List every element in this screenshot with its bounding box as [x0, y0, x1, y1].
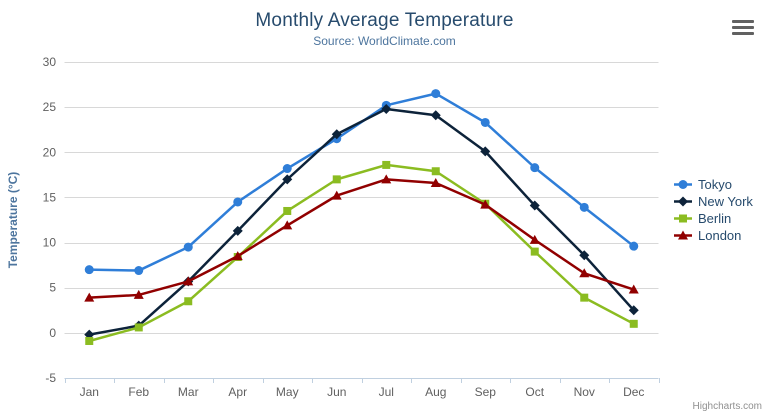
legend-marker — [678, 230, 688, 240]
data-point-new-york[interactable] — [480, 146, 491, 157]
x-axis-label: Sep — [475, 385, 497, 399]
legend-label: London — [698, 228, 742, 243]
diamond-legend-icon — [674, 196, 692, 207]
hamburger-icon — [732, 32, 754, 35]
y-axis-label: 20 — [43, 145, 57, 159]
data-point-london[interactable] — [331, 190, 342, 200]
data-point-new-york[interactable] — [628, 305, 639, 316]
legend-item-london[interactable]: London — [673, 227, 753, 244]
data-point-berlin[interactable] — [629, 319, 638, 328]
data-point-london[interactable] — [529, 234, 540, 244]
data-point-new-york[interactable] — [430, 110, 441, 121]
data-point-berlin[interactable] — [580, 293, 589, 302]
series-line-london[interactable] — [88, 178, 635, 299]
legend-item-berlin[interactable]: Berlin — [673, 210, 753, 227]
data-point-london[interactable] — [282, 220, 293, 230]
y-axis-label: 30 — [43, 55, 57, 69]
legend-label: Tokyo — [698, 177, 732, 192]
data-point-berlin[interactable] — [134, 323, 143, 332]
data-point-london[interactable] — [480, 199, 491, 209]
data-point-tokyo[interactable] — [233, 197, 243, 207]
data-point-berlin[interactable] — [530, 247, 539, 256]
circle-legend-icon — [674, 180, 692, 189]
series-line-tokyo[interactable] — [88, 92, 635, 272]
x-axis-label: Jun — [327, 385, 346, 399]
data-point-london[interactable] — [133, 289, 144, 299]
data-point-london[interactable] — [430, 177, 441, 187]
x-axis-label: Oct — [525, 385, 544, 399]
legend-marker — [679, 214, 687, 223]
data-point-new-york[interactable] — [232, 225, 243, 236]
legend-label: New York — [698, 194, 753, 209]
legend-item-tokyo[interactable]: Tokyo — [673, 176, 753, 193]
data-point-new-york[interactable] — [331, 129, 342, 140]
data-point-tokyo[interactable] — [579, 202, 589, 212]
data-point-tokyo[interactable] — [134, 266, 144, 276]
legend: Tokyo New York Berlin London — [673, 176, 753, 244]
x-axis-label: May — [276, 385, 299, 399]
data-point-tokyo[interactable] — [480, 117, 490, 127]
x-axis-label: Apr — [228, 385, 247, 399]
x-axis-label: Mar — [178, 385, 199, 399]
data-point-tokyo[interactable] — [431, 89, 441, 99]
x-axis-label: Jan — [80, 385, 99, 399]
legend-item-new-york[interactable]: New York — [673, 193, 753, 210]
hamburger-icon — [732, 26, 754, 29]
y-axis-label: 5 — [49, 281, 56, 295]
y-axis-label: 10 — [43, 236, 57, 250]
x-axis-label: Nov — [574, 385, 595, 399]
y-axis-label: 15 — [43, 190, 57, 204]
x-axis-label: Dec — [623, 385, 644, 399]
data-point-london[interactable] — [232, 251, 243, 261]
data-point-berlin[interactable] — [283, 206, 292, 215]
data-point-tokyo[interactable] — [282, 164, 292, 174]
data-point-london[interactable] — [381, 174, 392, 184]
x-axis-label: Aug — [425, 385, 446, 399]
x-axis-label: Feb — [128, 385, 149, 399]
legend-marker — [678, 180, 688, 189]
series-line-new-york[interactable] — [88, 107, 635, 336]
credits-link[interactable]: Highcharts.com — [692, 401, 762, 412]
y-axis-label: 0 — [49, 326, 56, 340]
data-point-tokyo[interactable] — [530, 163, 540, 173]
data-point-berlin[interactable] — [85, 336, 94, 345]
y-axis-label: -5 — [45, 371, 56, 385]
data-point-tokyo[interactable] — [183, 242, 193, 252]
data-point-new-york[interactable] — [381, 103, 392, 114]
data-point-london[interactable] — [84, 292, 95, 302]
data-point-tokyo[interactable] — [84, 265, 94, 275]
data-point-london[interactable] — [628, 284, 639, 294]
data-point-berlin[interactable] — [431, 167, 440, 176]
data-point-new-york[interactable] — [529, 200, 540, 211]
y-axis-label: 25 — [43, 100, 57, 114]
data-point-london[interactable] — [579, 268, 590, 278]
data-point-berlin[interactable] — [332, 175, 341, 184]
triangle-legend-icon — [674, 230, 692, 240]
legend-marker — [678, 196, 688, 207]
data-point-tokyo[interactable] — [629, 241, 639, 251]
square-legend-icon — [674, 214, 692, 223]
data-point-berlin[interactable] — [382, 160, 391, 169]
data-point-new-york[interactable] — [579, 250, 590, 261]
x-axis-label: Jul — [379, 385, 394, 399]
chart-subtitle: Source: WorldClimate.com — [313, 34, 456, 48]
data-point-london[interactable] — [183, 276, 194, 286]
series-line-berlin[interactable] — [88, 163, 635, 343]
legend-label: Berlin — [698, 211, 732, 226]
hamburger-icon — [732, 20, 754, 23]
data-point-berlin[interactable] — [184, 297, 193, 306]
context-menu-button[interactable] — [730, 18, 756, 40]
chart-title: Monthly Average Temperature — [255, 10, 514, 31]
data-point-new-york[interactable] — [282, 174, 293, 185]
y-axis-title: Temperature (°C) — [6, 171, 20, 269]
